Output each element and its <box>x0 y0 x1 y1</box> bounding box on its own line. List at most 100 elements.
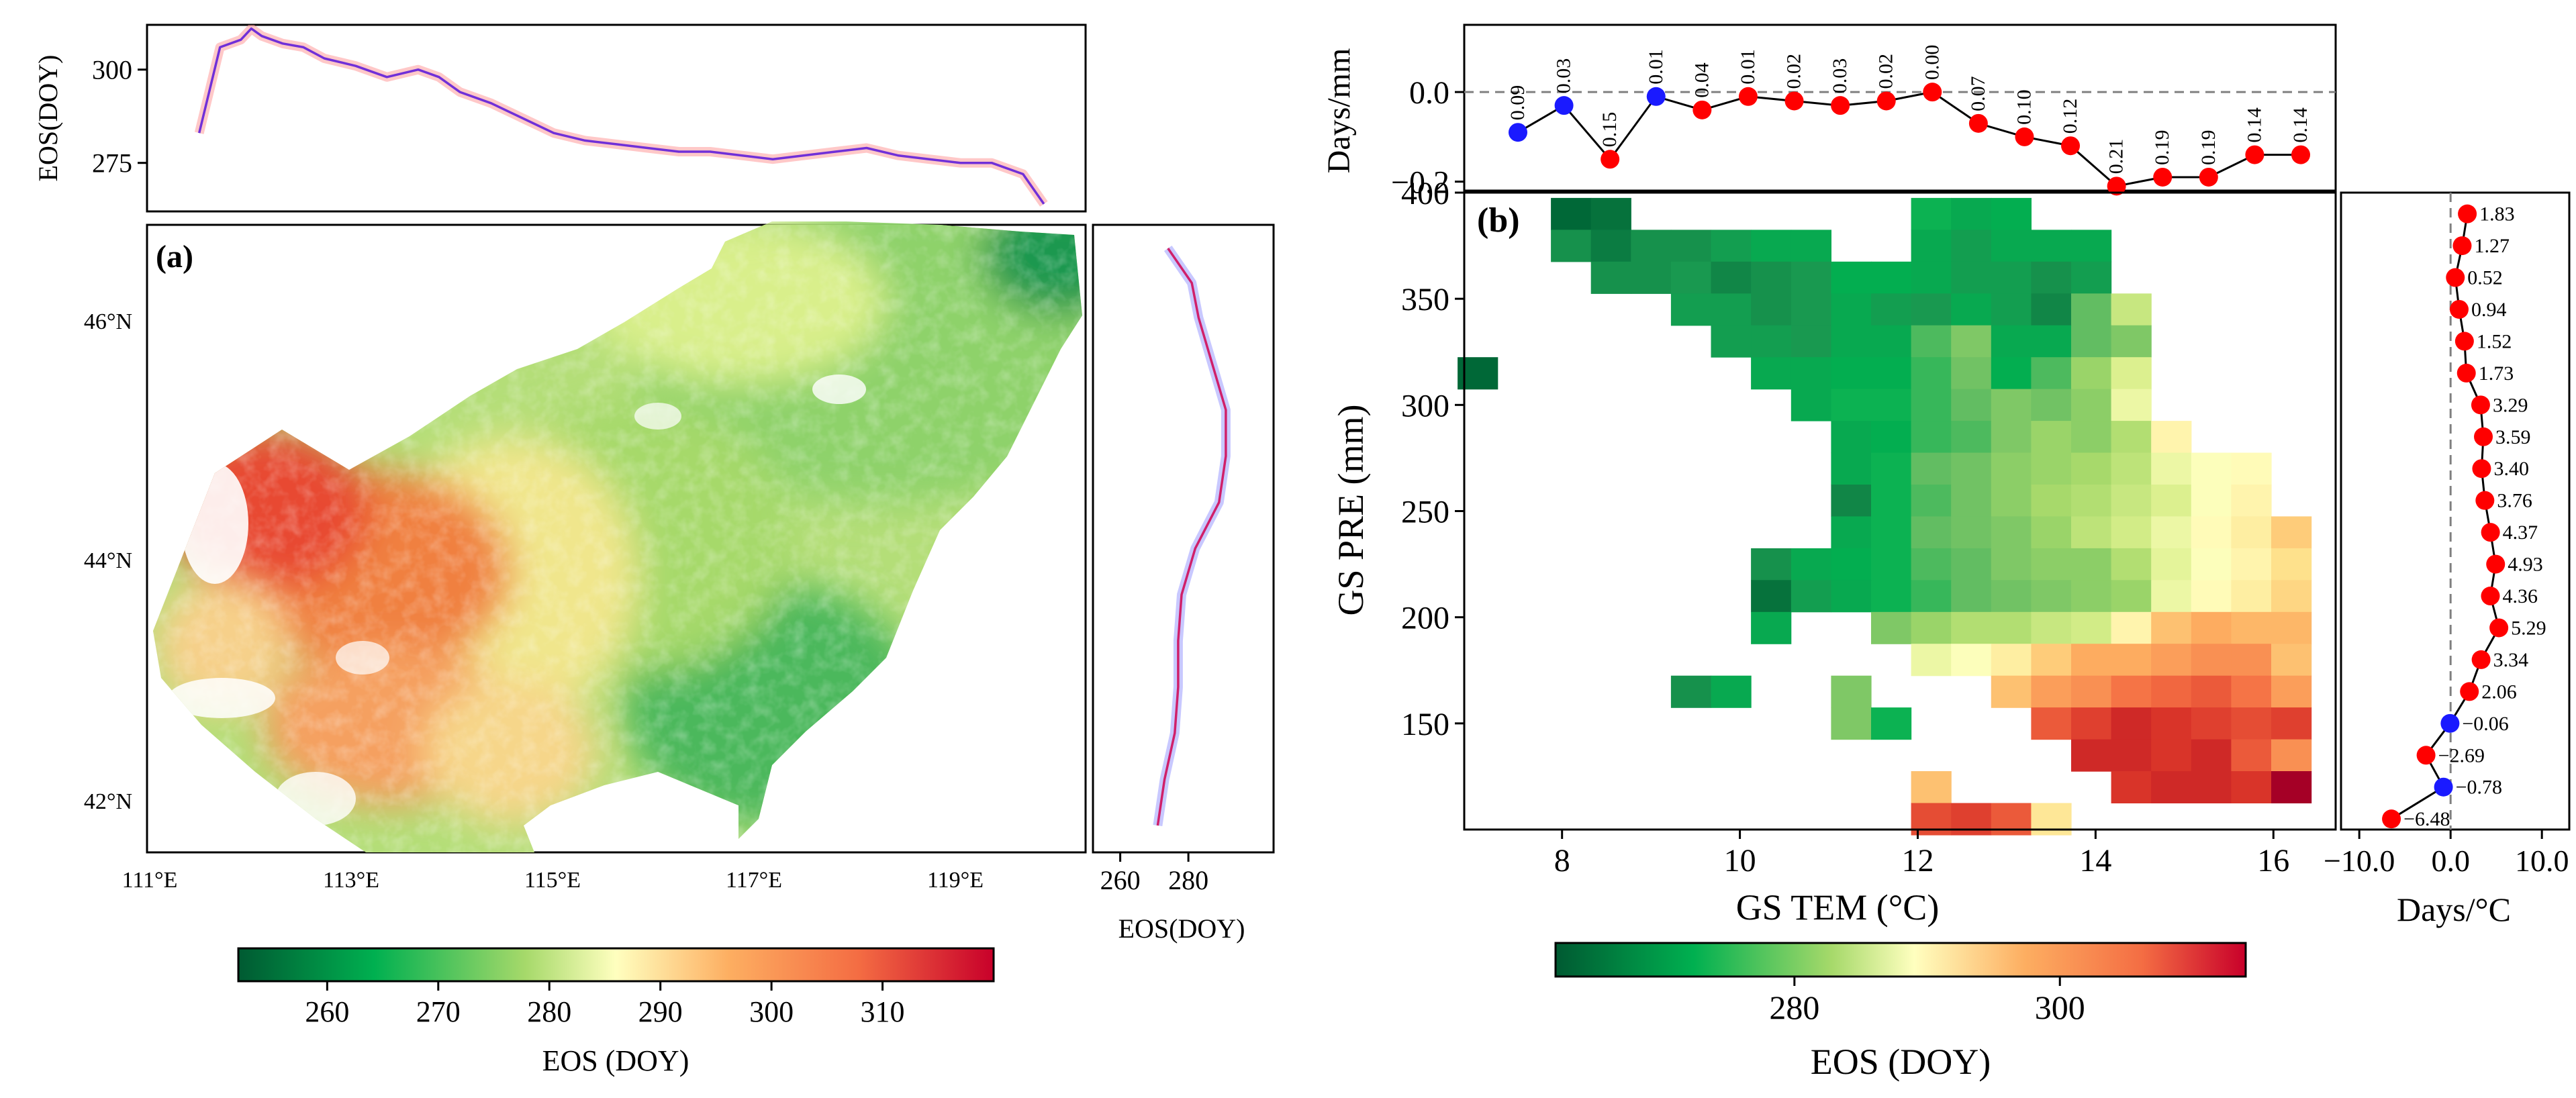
heatmap-cell <box>2271 516 2312 549</box>
panel-b-right-point-label: 3.34 <box>2493 649 2529 671</box>
heatmap-cell <box>2031 325 2072 358</box>
panel-b-right-point <box>2460 682 2479 701</box>
panel-b-top-point-label: 0.19 <box>2151 130 2173 166</box>
panel-b-top-point-label: 0.03 <box>1829 58 1851 94</box>
heatmap-cell <box>1911 548 1952 581</box>
heatmap-cell <box>2271 771 2312 803</box>
heatmap-cell <box>1951 580 1992 613</box>
heatmap-cell <box>2231 548 2272 581</box>
heatmap-cell <box>2111 771 2152 803</box>
panel-b-right-point <box>2472 459 2491 479</box>
heatmap-cell <box>2151 452 2192 485</box>
heatmap-cell <box>2071 452 2112 485</box>
heatmap-cell <box>2191 739 2232 772</box>
heatmap-cell <box>2271 707 2312 740</box>
heatmap-cell <box>1711 325 1752 358</box>
heatmap-cell <box>1951 644 1992 677</box>
heatmap-cell <box>1991 325 2032 358</box>
heatmap-cell <box>1991 675 2032 708</box>
colorbar-a-tick-label: 300 <box>749 995 794 1028</box>
heatmap-cell <box>1751 580 1792 613</box>
heatmap-ytick-label: 250 <box>1401 495 1449 530</box>
panel-b-right-point-label: 1.73 <box>2479 362 2514 385</box>
heatmap-cell <box>1711 261 1752 294</box>
panel-b-top-point-label: 0.01 <box>1645 49 1667 85</box>
heatmap-xtick-label: 10 <box>1724 843 1756 879</box>
heatmap-cell <box>1951 421 1992 454</box>
panel-b-right-point-label: −6.48 <box>2403 808 2450 830</box>
panel-a-colorbar: 260 270 280 290 300 310 EOS (DOY) <box>237 947 995 1077</box>
heatmap-cell <box>1951 325 1992 358</box>
heatmap-ytick-label: 200 <box>1401 601 1449 636</box>
heatmap-cell <box>2071 611 2112 644</box>
panel-b-right-point <box>2489 618 2509 638</box>
heatmap-cell <box>2031 675 2072 708</box>
heatmap-cell <box>1871 261 1912 294</box>
panel-b-right-point-label: 3.29 <box>2493 394 2528 416</box>
heatmap-cell <box>2111 325 2152 358</box>
panel-b-label: (b) <box>1477 201 1520 240</box>
panel-b-right-point <box>2452 236 2472 256</box>
panel-b-right-point-label: 1.27 <box>2474 235 2510 257</box>
panel-b-top-point-label: 0.04 <box>1690 62 1713 98</box>
panel-b-right-xtick-label: 10.0 <box>2515 844 2569 878</box>
heatmap-cell <box>2071 707 2112 740</box>
heatmap-cell <box>2031 421 2072 454</box>
panel-b-top-point <box>2199 167 2218 187</box>
heatmap-cell <box>1751 357 1792 390</box>
panel-a-map: (a) 111°E 113°E 115°E 117°E 119°E 46°N 44°N 42°… <box>84 221 1087 893</box>
panel-b-top-point-label: 0.14 <box>2289 107 2311 143</box>
heatmap-cell <box>2111 293 2152 326</box>
heatmap-cell <box>1911 197 1952 230</box>
heatmap-cell <box>2191 611 2232 644</box>
map-lon-tick-label: 115°E <box>524 868 581 893</box>
heatmap-cell <box>2031 389 2072 421</box>
panel-b-top-point <box>1784 91 1804 111</box>
heatmap-cell <box>1831 548 1872 581</box>
heatmap-cell <box>2191 771 2232 803</box>
heatmap-cell <box>2271 644 2312 677</box>
heatmap-cell <box>1871 357 1912 390</box>
panel-b-right-point-label: 1.83 <box>2479 203 2515 226</box>
panel-b-top-point-label: 0.19 <box>2197 130 2220 166</box>
heatmap-cell <box>1991 644 2032 677</box>
heatmap-cell <box>2071 421 2112 454</box>
panel-b-top-point <box>1968 113 1988 133</box>
panel-b-right-point-label: −2.69 <box>2438 744 2485 766</box>
panel-b-top-point <box>1646 87 1666 106</box>
heatmap-cell <box>1911 293 1952 326</box>
heatmap-cell <box>2111 389 2152 421</box>
panel-b-right-point <box>2446 268 2465 287</box>
heatmap-cell <box>1911 357 1952 390</box>
heatmap-cell <box>1991 293 2032 326</box>
panel-b-top-point-label: 0.14 <box>2243 107 2265 143</box>
heatmap-cell <box>2111 421 2152 454</box>
heatmap-cell <box>2031 516 2072 549</box>
heatmap-cell <box>2071 261 2112 294</box>
heatmap-cell <box>2071 739 2112 772</box>
heatmap-cell <box>1831 580 1872 613</box>
heatmap-cell <box>2031 452 2072 485</box>
panel-b-top-point <box>2245 145 2264 164</box>
panel-a-top-ytick-label: 300 <box>92 55 132 85</box>
panel-b-top-plot: 0.090.030.150.01 0.04 0.01 0.02 0.03 0.02 0.00… <box>1321 23 2337 201</box>
heatmap-cell <box>2271 548 2312 581</box>
heatmap-cell <box>2231 644 2272 677</box>
heatmap-cell <box>2111 707 2152 740</box>
panel-b-top-point-label: 0.00 <box>1921 45 1943 81</box>
heatmap-cell <box>1991 357 2032 390</box>
heatmap-cell <box>1590 230 1631 262</box>
heatmap-cell <box>2151 771 2192 803</box>
panel-a-right-frame <box>1092 223 1275 854</box>
panel-a-top-line <box>197 27 1045 205</box>
panel-b-top-point <box>2153 167 2173 187</box>
panel-b-top-point-label: 0.09 <box>1507 85 1529 121</box>
heatmap-cell <box>1791 548 1831 581</box>
heatmap-cell <box>1871 485 1912 517</box>
heatmap-cell <box>1871 580 1912 613</box>
panel-b-top-point-label: 0.01 <box>1737 49 1759 85</box>
panel-b-top-point-label: 0.21 <box>2105 139 2128 174</box>
panel-a-label: (a) <box>156 239 193 274</box>
heatmap-cell <box>1991 611 2032 644</box>
